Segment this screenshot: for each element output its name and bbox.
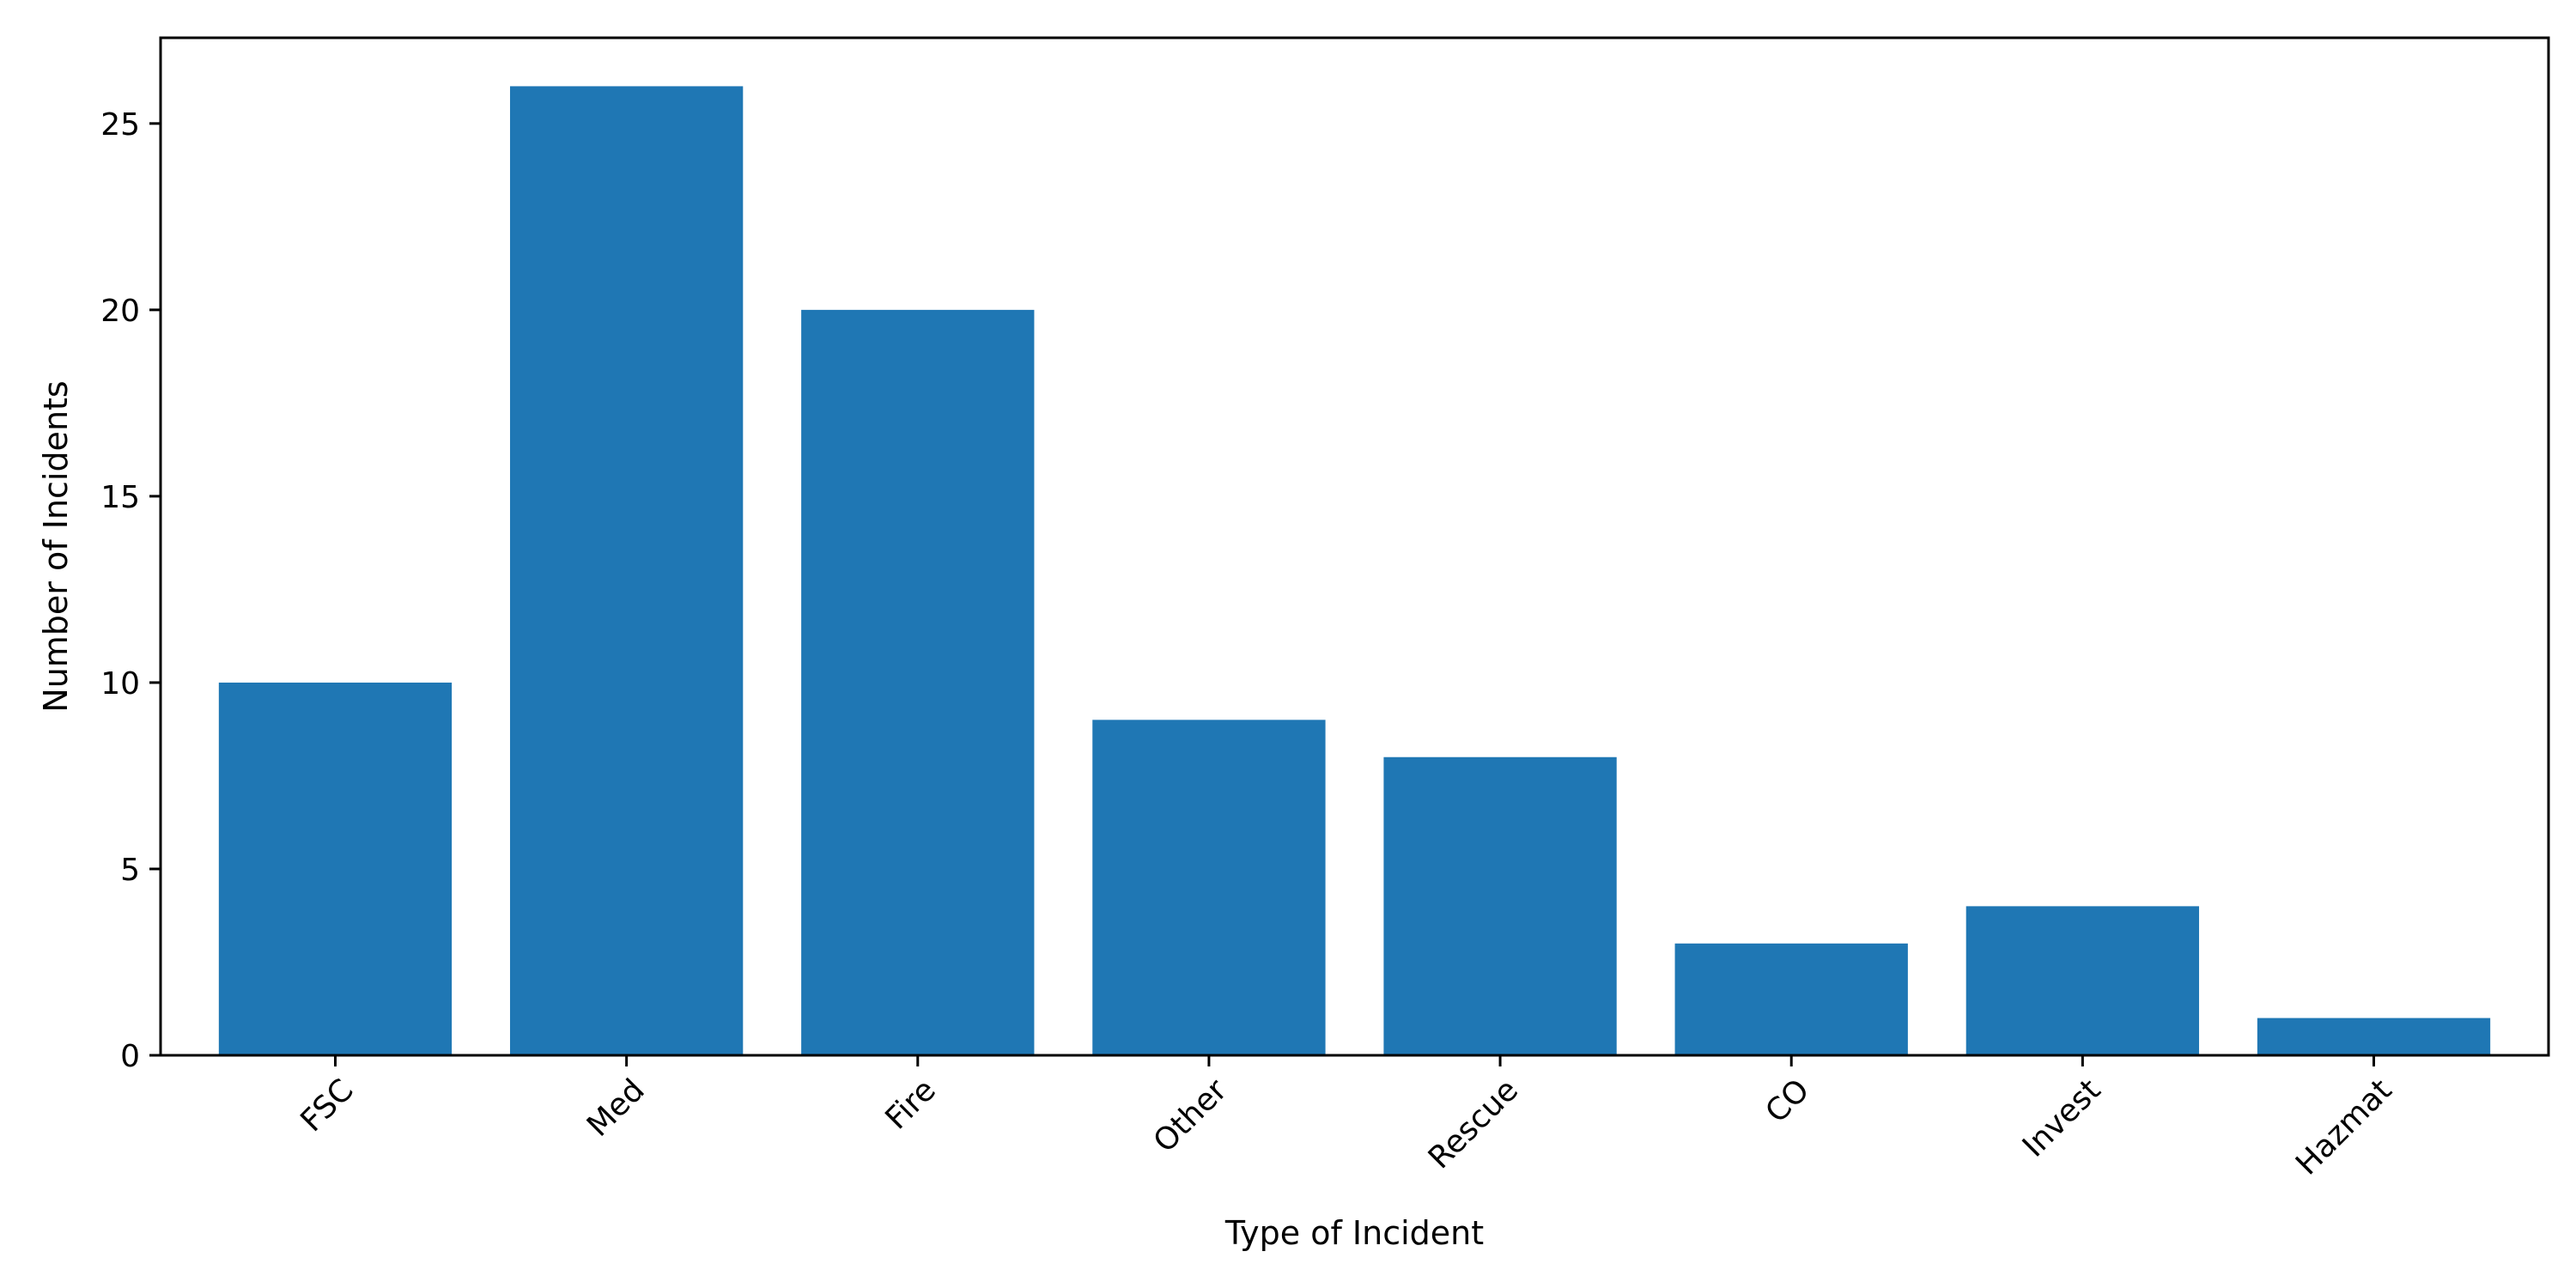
x-tick-label: Hazmat — [2289, 1072, 2398, 1182]
y-tick-label: 20 — [100, 294, 140, 329]
bar-med — [509, 86, 744, 1055]
y-tick-label: 15 — [100, 480, 140, 515]
x-tick-label: Fire — [878, 1072, 942, 1136]
bar-invest — [1965, 906, 2200, 1055]
y-axis-ticks: 0 5 10 15 20 25 — [100, 107, 161, 1074]
x-axis-label: Type of Incident — [1224, 1214, 1484, 1252]
x-tick-label: FSC — [294, 1072, 360, 1139]
x-tick-label: Other — [1147, 1072, 1234, 1159]
y-tick-label: 0 — [120, 1039, 140, 1074]
y-tick-label: 5 — [120, 853, 140, 888]
bars-group — [218, 86, 2491, 1055]
x-tick-label: Invest — [2016, 1072, 2108, 1164]
bar-co — [1674, 943, 1908, 1055]
y-axis-label: Number of Incidents — [37, 380, 75, 712]
bar-hazmat — [2257, 1018, 2491, 1055]
x-tick-label: Rescue — [1422, 1072, 1525, 1176]
plot-frame — [159, 36, 2550, 1057]
bar-other — [1092, 720, 1326, 1055]
bar-rescue — [1383, 756, 1617, 1055]
y-tick-label: 25 — [100, 107, 140, 143]
y-tick-label: 10 — [100, 666, 140, 702]
x-tick-label: Med — [580, 1072, 652, 1144]
x-axis-ticks: FSC Med Fire Other Rescue CO Invest Hazmat — [294, 1055, 2399, 1182]
x-tick-label: CO — [1759, 1072, 1817, 1130]
bar-fire — [801, 309, 1035, 1055]
bar-fsc — [218, 682, 453, 1055]
